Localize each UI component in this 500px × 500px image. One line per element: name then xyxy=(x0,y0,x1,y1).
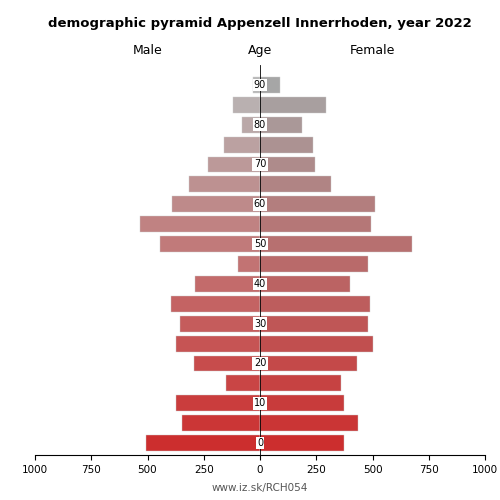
Bar xyxy=(260,256,368,272)
Bar xyxy=(260,97,326,113)
Bar xyxy=(176,336,260,351)
Bar xyxy=(260,435,344,451)
Bar xyxy=(140,216,260,232)
Bar xyxy=(195,276,260,292)
Bar xyxy=(260,276,350,292)
Bar xyxy=(260,356,357,372)
Bar xyxy=(226,376,260,392)
Text: 30: 30 xyxy=(254,318,266,328)
Bar xyxy=(260,415,358,431)
Bar xyxy=(171,296,260,312)
Text: Female: Female xyxy=(350,44,395,57)
Bar xyxy=(260,316,368,332)
Text: 0: 0 xyxy=(257,438,263,448)
Text: demographic pyramid Appenzell Innerrhoden, year 2022: demographic pyramid Appenzell Innerrhode… xyxy=(48,18,472,30)
Bar xyxy=(180,316,260,332)
Bar xyxy=(260,77,280,93)
Bar xyxy=(172,196,260,212)
Bar xyxy=(260,136,313,152)
Text: 80: 80 xyxy=(254,120,266,130)
Bar xyxy=(242,116,260,132)
Bar xyxy=(260,236,412,252)
Bar xyxy=(260,396,344,411)
Text: 60: 60 xyxy=(254,200,266,209)
Text: 70: 70 xyxy=(254,160,266,170)
Bar xyxy=(260,176,331,192)
Bar xyxy=(260,336,372,351)
Bar xyxy=(260,196,375,212)
Bar xyxy=(260,376,341,392)
Bar xyxy=(208,156,260,172)
Bar xyxy=(233,97,260,113)
Bar xyxy=(176,396,260,411)
Text: Male: Male xyxy=(132,44,162,57)
Bar xyxy=(194,356,260,372)
Bar xyxy=(224,136,260,152)
Text: 10: 10 xyxy=(254,398,266,408)
Bar xyxy=(260,116,302,132)
Text: 90: 90 xyxy=(254,80,266,90)
Text: 50: 50 xyxy=(254,239,266,249)
Text: www.iz.sk/RCH054: www.iz.sk/RCH054 xyxy=(212,482,308,492)
Bar xyxy=(260,216,372,232)
Bar xyxy=(182,415,260,431)
Bar xyxy=(254,77,260,93)
Text: Age: Age xyxy=(248,44,272,57)
Text: 40: 40 xyxy=(254,279,266,289)
Text: 20: 20 xyxy=(254,358,266,368)
Bar xyxy=(160,236,260,252)
Bar xyxy=(146,435,260,451)
Bar xyxy=(260,156,315,172)
Bar xyxy=(260,296,370,312)
Bar xyxy=(189,176,260,192)
Bar xyxy=(238,256,260,272)
